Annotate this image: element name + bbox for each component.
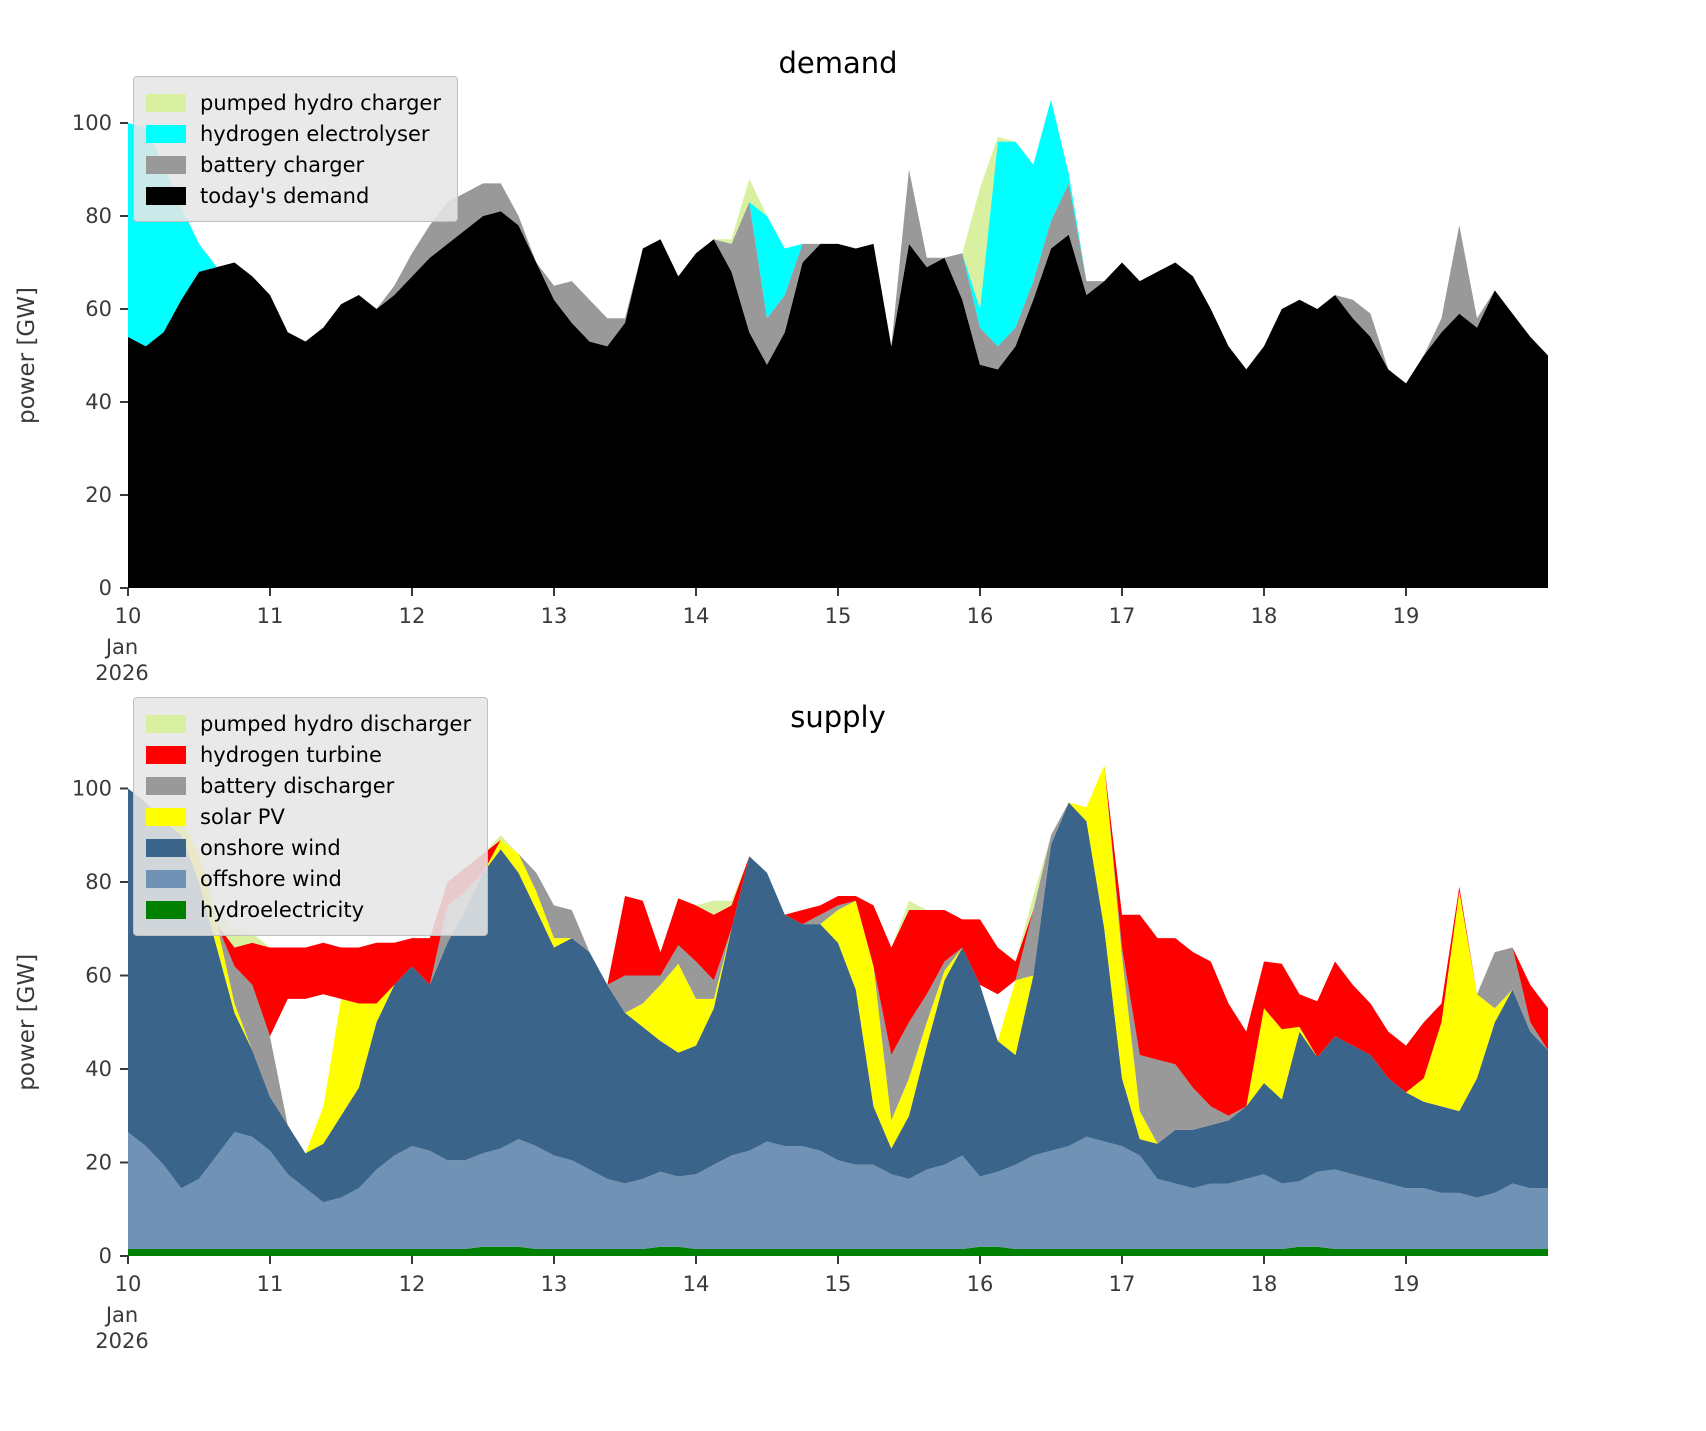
x-tick-label: 15 <box>825 1272 852 1296</box>
supply-legend: pumped hydro discharger hydrogen turbine b… <box>133 697 489 936</box>
legend-swatch-icon <box>146 155 186 174</box>
x-tick-label: 14 <box>683 1272 710 1296</box>
supply-area-hydroelectricity <box>128 1246 1548 1256</box>
x-tick-label: 19 <box>1393 604 1420 628</box>
y-tick-label: 40 <box>85 1057 112 1081</box>
legend-label: battery discharger <box>200 773 395 798</box>
legend-item-solar-pv: solar PV <box>146 801 471 832</box>
legend-swatch-icon <box>146 714 186 733</box>
x-tick-label: 16 <box>967 604 994 628</box>
y-axis-label: power [GW] <box>14 954 40 1091</box>
x-tick-label: 12 <box>399 1272 426 1296</box>
y-tick-label: 100 <box>72 111 112 135</box>
demand-area-today-s-demand <box>128 211 1548 589</box>
legend-item-battery-discharger: battery discharger <box>146 770 471 801</box>
x-axis-year-label: 2026 <box>95 661 148 685</box>
legend-label: hydrogen electrolyser <box>200 121 430 146</box>
supply-area-hydrogen-turbine <box>128 765 1548 1116</box>
legend-item-pumped-hydro-charger: pumped hydro charger <box>146 87 441 118</box>
y-tick-label: 80 <box>85 204 112 228</box>
demand-legend: pumped hydro charger hydrogen electrolyse… <box>133 76 458 222</box>
y-axis-label: power [GW] <box>14 287 40 424</box>
y-tick-label: 100 <box>72 777 112 801</box>
x-axis-year-label: 2026 <box>95 1329 148 1353</box>
x-tick-label: 18 <box>1251 604 1278 628</box>
legend-label: onshore wind <box>200 835 341 860</box>
x-tick-label: 10 <box>115 604 142 628</box>
x-tick-label: 13 <box>541 604 568 628</box>
legend-label: hydrogen turbine <box>200 742 382 767</box>
legend-label: hydroelectricity <box>200 897 365 922</box>
x-tick-label: 10 <box>115 1272 142 1296</box>
y-tick-label: 40 <box>85 390 112 414</box>
chart-title-demand: demand <box>778 46 898 80</box>
legend-label: solar PV <box>200 804 285 829</box>
x-tick-label: 13 <box>541 1272 568 1296</box>
legend-item-battery-charger: battery charger <box>146 149 441 180</box>
legend-swatch-icon <box>146 186 186 205</box>
x-tick-label: 16 <box>967 1272 994 1296</box>
legend-label: pumped hydro charger <box>200 90 441 115</box>
legend-item-onshore-wind: onshore wind <box>146 832 471 863</box>
x-tick-label: 18 <box>1251 1272 1278 1296</box>
legend-item-hydrogen-electrolyser: hydrogen electrolyser <box>146 118 441 149</box>
legend-swatch-icon <box>146 869 186 888</box>
legend-label: pumped hydro discharger <box>200 711 472 736</box>
chart-title-supply: supply <box>790 700 886 734</box>
legend-item-hydrogen-turbine: hydrogen turbine <box>146 739 471 770</box>
legend-swatch-icon <box>146 838 186 857</box>
legend-swatch-icon <box>146 807 186 826</box>
legend-swatch-icon <box>146 900 186 919</box>
x-tick-label: 15 <box>825 604 852 628</box>
legend-swatch-icon <box>146 93 186 112</box>
y-tick-label: 60 <box>85 297 112 321</box>
x-axis-month-label: Jan <box>104 635 138 659</box>
x-tick-label: 11 <box>257 1272 284 1296</box>
y-tick-label: 80 <box>85 870 112 894</box>
y-tick-label: 60 <box>85 964 112 988</box>
x-axis-month-label: Jan <box>104 1303 138 1327</box>
legend-label: today's demand <box>200 183 370 208</box>
legend-item-pumped-hydro-discharger: pumped hydro discharger <box>146 708 471 739</box>
legend-swatch-icon <box>146 776 186 795</box>
legend-swatch-icon <box>146 745 186 764</box>
supply-area-offshore-wind <box>128 1132 1548 1249</box>
y-tick-label: 0 <box>99 1244 112 1268</box>
legend-label: battery charger <box>200 152 365 177</box>
legend-swatch-icon <box>146 124 186 143</box>
x-tick-label: 19 <box>1393 1272 1420 1296</box>
legend-label: offshore wind <box>200 866 342 891</box>
y-tick-label: 0 <box>99 576 112 600</box>
x-tick-label: 14 <box>683 604 710 628</box>
y-tick-label: 20 <box>85 483 112 507</box>
x-tick-label: 12 <box>399 604 426 628</box>
x-tick-label: 17 <box>1109 604 1136 628</box>
y-tick-label: 20 <box>85 1151 112 1175</box>
legend-item-offshore-wind: offshore wind <box>146 863 471 894</box>
x-tick-label: 11 <box>257 604 284 628</box>
legend-item-hydroelectricity: hydroelectricity <box>146 894 471 925</box>
x-tick-label: 17 <box>1109 1272 1136 1296</box>
legend-item-today-s-demand: today's demand <box>146 180 441 211</box>
